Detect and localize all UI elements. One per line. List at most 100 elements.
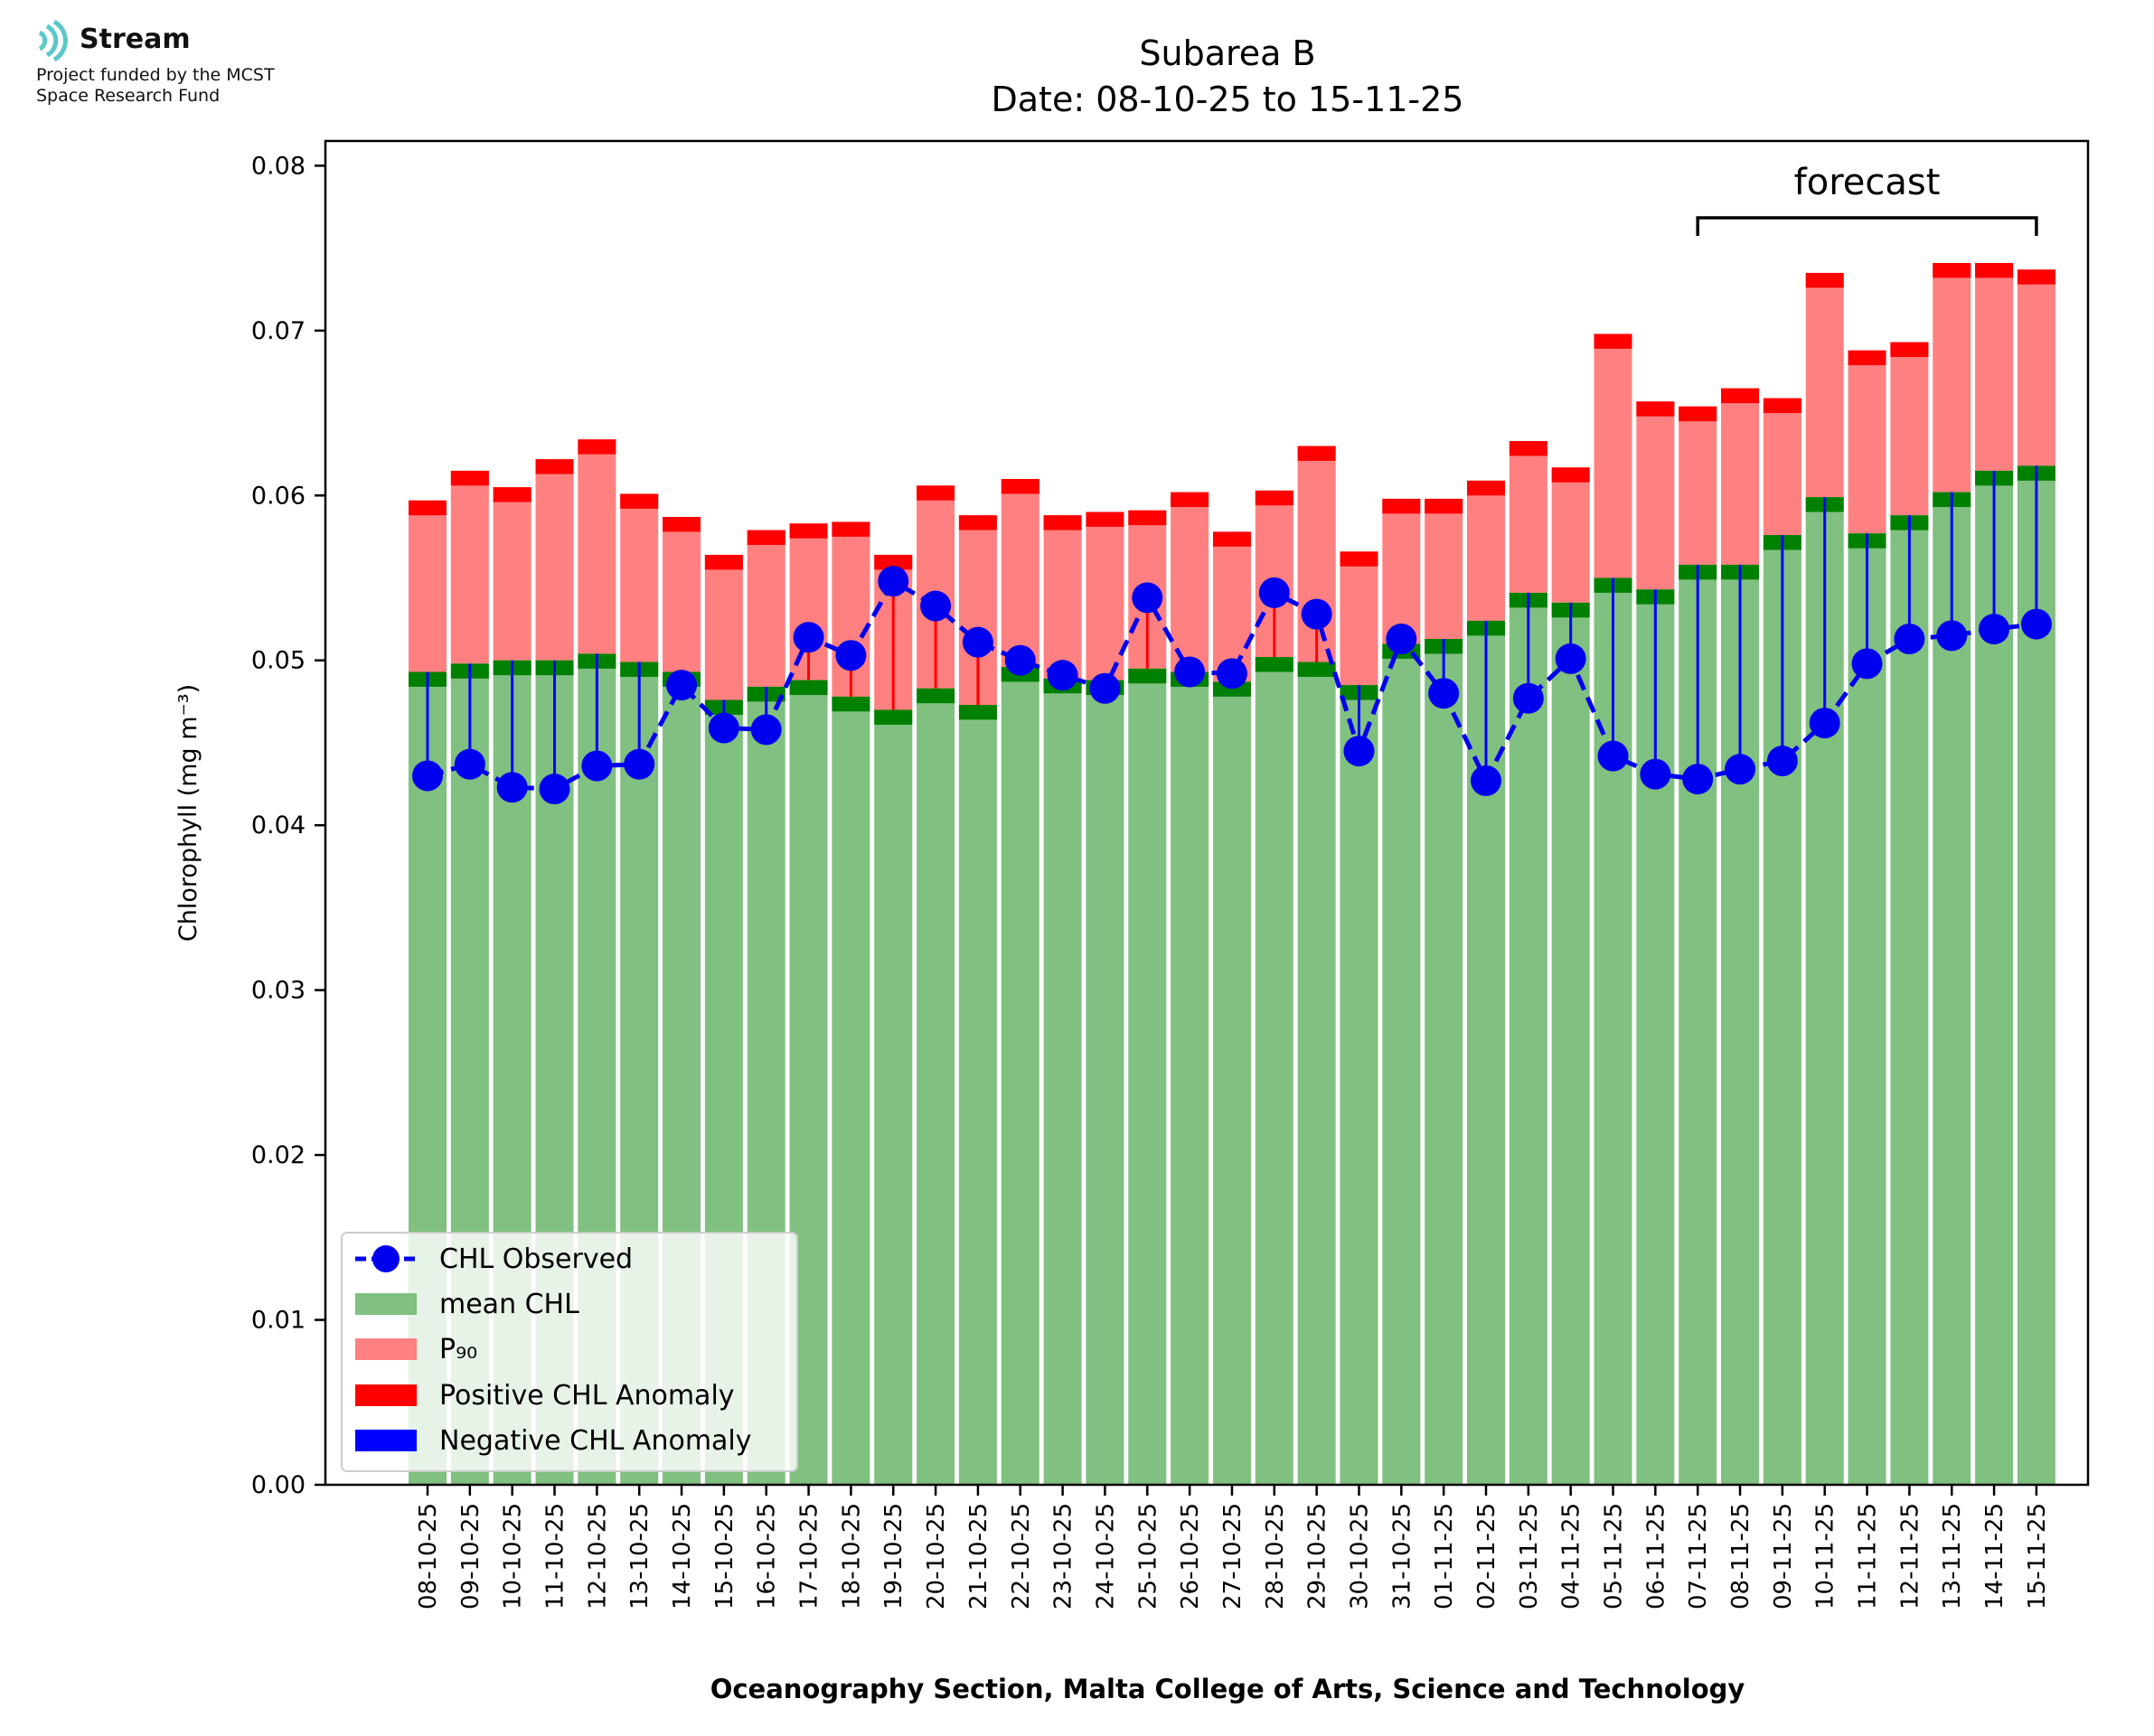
x-tick-label: 09-11-25 (1770, 1503, 1797, 1609)
y-tick-label: 0.07 (251, 317, 306, 345)
p90-cap (1340, 551, 1378, 567)
observed-point (1809, 708, 1840, 739)
observed-point (1301, 598, 1332, 630)
p90-cap (832, 521, 870, 537)
y-tick-label: 0.08 (251, 152, 306, 180)
p90-bar (747, 530, 785, 687)
p90-bar (1171, 492, 1209, 672)
observed-point (412, 760, 443, 792)
logo-name: Stream (80, 23, 191, 55)
x-tick-label: 15-10-25 (711, 1503, 738, 1609)
observed-point (1640, 758, 1671, 790)
legend-positive-anomaly-swatch (355, 1384, 417, 1406)
mean-cap (958, 704, 997, 720)
mean-bar (1128, 668, 1167, 1485)
y-tick-label: 0.01 (251, 1307, 306, 1335)
observed-point (496, 772, 528, 803)
x-tick-label: 08-10-25 (415, 1503, 442, 1609)
legend-mean-label: mean CHL (439, 1289, 579, 1320)
mean-bar (1890, 515, 1929, 1485)
x-tick-label: 02-11-25 (1473, 1503, 1500, 1609)
legend-box (341, 1232, 798, 1472)
observed-point (1936, 620, 1968, 652)
p90-cap (1975, 263, 2014, 278)
observed-point (1894, 624, 1925, 655)
observed-point (1132, 582, 1163, 614)
y-tick-label: 0.00 (251, 1471, 306, 1499)
x-tick-label: 28-10-25 (1262, 1503, 1289, 1609)
p90-cap (1086, 511, 1124, 527)
p90-bar (620, 493, 659, 662)
p90-cap (409, 500, 447, 516)
p90-cap (1890, 342, 1929, 358)
x-tick-label: 17-10-25 (796, 1503, 823, 1609)
observed-point (1343, 736, 1375, 767)
y-tick-label: 0.02 (251, 1141, 306, 1169)
mean-bar (874, 709, 913, 1485)
p90-cap (1636, 401, 1675, 417)
mean-cap (1128, 668, 1167, 684)
p90-bar (1425, 498, 1463, 640)
forecast-label: forecast (1794, 162, 1941, 203)
p90-cap (1551, 467, 1590, 483)
p90-cap (1171, 492, 1209, 508)
mean-cap (789, 680, 828, 696)
x-tick-label: 01-11-25 (1431, 1503, 1458, 1609)
observed-point (2020, 608, 2052, 640)
chart-title: Subarea B (1139, 33, 1315, 73)
x-tick-label: 22-10-25 (1008, 1503, 1035, 1609)
plot-frame (324, 139, 2090, 1487)
observed-point (1428, 678, 1460, 709)
observed-point (1512, 682, 1544, 714)
legend-negative-anomaly-swatch (355, 1430, 417, 1451)
p90-cap (1763, 398, 1801, 414)
mean-bar (958, 704, 997, 1485)
x-tick-label: 08-11-25 (1727, 1503, 1754, 1609)
p90-bar (1763, 398, 1801, 536)
p90-bar (704, 554, 743, 700)
mean-bar (1382, 643, 1421, 1485)
x-tick-label: 14-10-25 (669, 1503, 696, 1609)
x-tick-label: 23-10-25 (1050, 1503, 1077, 1609)
observed-point (539, 774, 570, 805)
p90-cap (1382, 498, 1421, 514)
p90-bar (2017, 269, 2055, 466)
observed-point (1725, 754, 1756, 785)
p90-cap (1001, 479, 1039, 494)
observed-point (454, 748, 485, 780)
mean-bar (1933, 492, 1971, 1486)
p90-cap (578, 439, 616, 455)
observed-point (1555, 643, 1586, 674)
p90-bar (1975, 263, 2014, 471)
observed-point (1386, 624, 1417, 655)
observed-point (1174, 656, 1206, 688)
p90-cap (1467, 480, 1505, 496)
p90-bar (450, 470, 489, 664)
mean-cap (874, 709, 913, 725)
p90-cap (917, 485, 955, 501)
p90-cap (1425, 498, 1463, 514)
observed-point (1682, 764, 1714, 795)
p90-bar (1636, 401, 1675, 590)
stream-logo: Stream Project funded by the MCST Space … (34, 19, 275, 106)
p90-bar (1551, 467, 1590, 603)
mean-bar (1340, 685, 1378, 1485)
legend-observed-marker (372, 1245, 400, 1272)
x-tick-label: 30-10-25 (1346, 1503, 1373, 1609)
p90-cap (1509, 441, 1547, 456)
p90-cap (747, 530, 785, 546)
x-tick-label: 07-11-25 (1685, 1503, 1712, 1609)
x-tick-label: 13-10-25 (626, 1503, 654, 1609)
p90-bar (663, 516, 701, 672)
x-tick-label: 14-11-25 (1981, 1503, 2008, 1609)
p90-cap (874, 554, 913, 570)
p90-bar (1382, 498, 1421, 644)
p90-bar (1594, 333, 1632, 578)
p90-cap (704, 554, 743, 570)
p90-bar (535, 459, 574, 661)
p90-cap (1721, 388, 1760, 404)
legend-positive-anomaly-label: Positive CHL Anomaly (439, 1380, 735, 1412)
legend-mean-swatch (355, 1293, 417, 1315)
x-tick-label: 21-10-25 (965, 1503, 992, 1609)
